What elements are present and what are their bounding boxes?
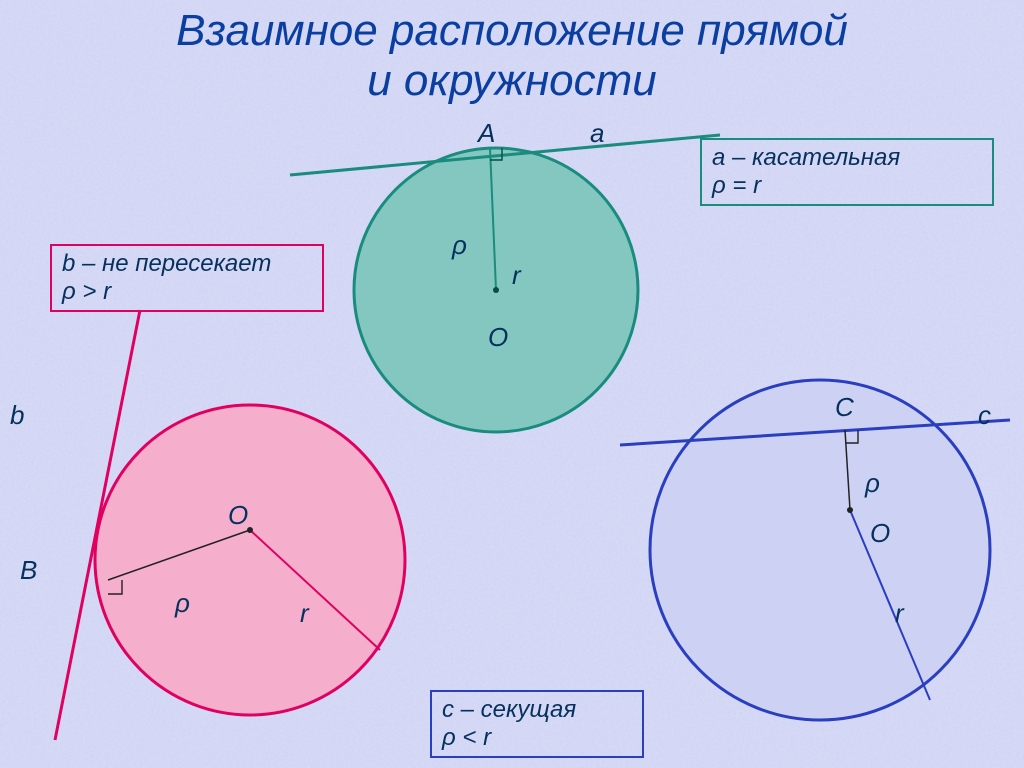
circle-b-label-b: b [10,400,24,431]
circle-a-label-r: r [512,260,521,291]
circle-a-label-O: O [488,322,508,353]
diagram-svg [0,0,1024,768]
circle-b-label-O: O [228,500,248,531]
legend-c-box: c – секущая ρ < r [430,690,644,758]
circle-b-label-r: r [300,598,309,629]
circle-c-label-rho: ρ [865,468,880,499]
circle-a-label-A: A [478,118,495,149]
circle-a-label-rho: ρ [452,230,467,261]
legend-a-box: a – касательная ρ = r [700,138,994,206]
legend-b-box: b – не пересекает ρ > r [50,244,324,312]
circle-c-label-C: C [835,392,854,423]
circle-c-label-O: O [870,518,890,549]
circle-c-label-r: r [895,598,904,629]
circle-c-label-c: c [978,400,991,431]
circle-a-label-a: a [590,118,604,149]
circle-b-label-rho: ρ [175,588,190,619]
circle-b-label-B: B [20,555,37,586]
